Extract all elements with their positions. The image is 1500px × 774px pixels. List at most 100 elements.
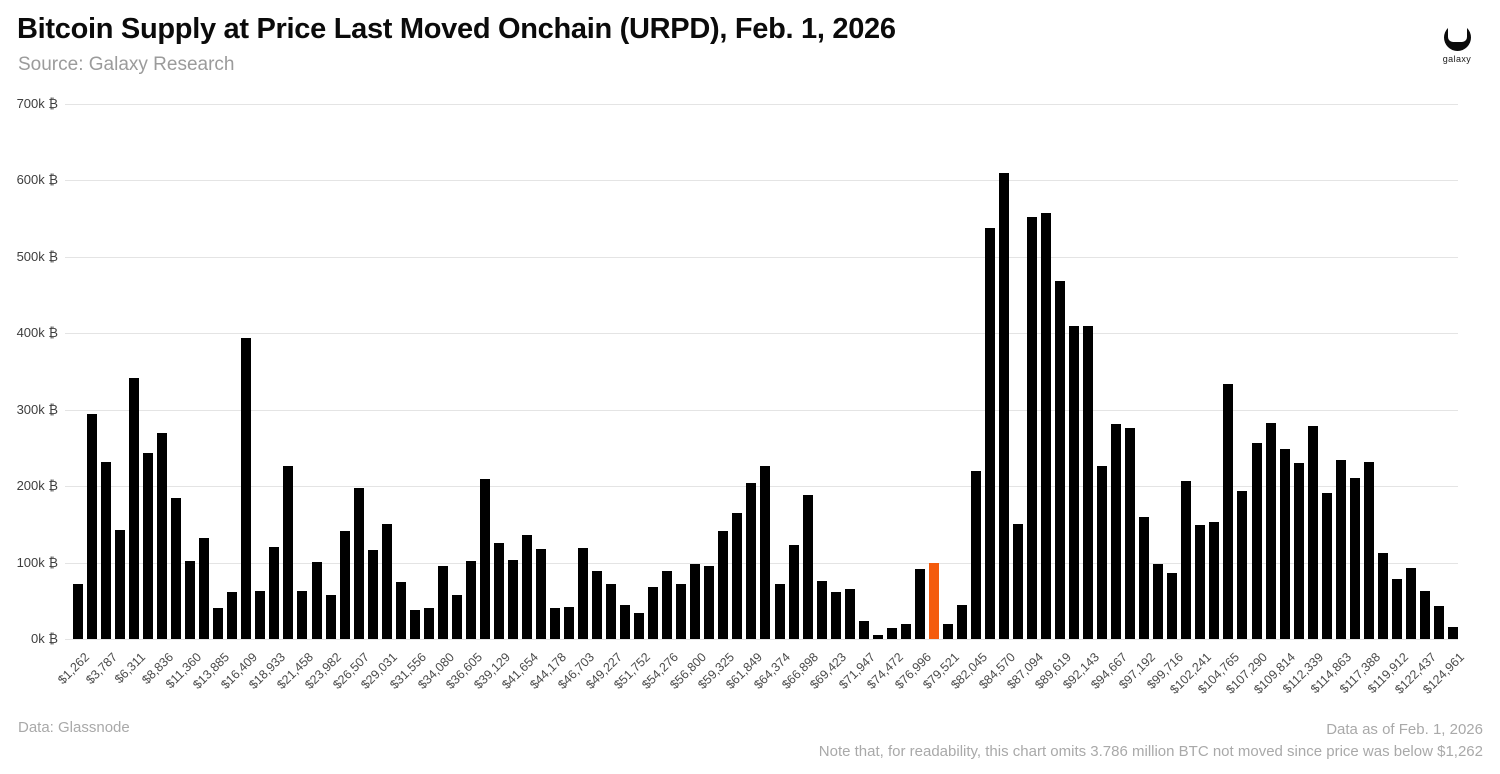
bar — [185, 561, 196, 639]
bar — [129, 378, 140, 639]
y-gridline — [65, 639, 1458, 640]
bar — [1083, 325, 1094, 639]
y-axis-tick-label: 0k ₿ — [31, 631, 58, 646]
bar — [1041, 212, 1052, 639]
bar — [662, 570, 673, 639]
bar — [1349, 477, 1360, 639]
bar — [1195, 525, 1206, 639]
bar — [984, 227, 995, 639]
bar — [592, 570, 603, 639]
bar — [409, 609, 420, 639]
y-gridline — [65, 333, 1458, 335]
bar — [1125, 428, 1136, 639]
bar — [830, 591, 841, 639]
bar — [269, 547, 280, 639]
highlighted-bar — [928, 563, 939, 639]
y-axis-tick-label: 600k ₿ — [16, 172, 58, 188]
bar — [620, 604, 631, 639]
bar — [1223, 383, 1234, 639]
bar — [493, 542, 504, 639]
data-as-of-note: Data as of Feb. 1, 2026 — [1326, 721, 1483, 738]
bar — [760, 466, 771, 639]
bar — [844, 589, 855, 639]
bar — [1237, 490, 1248, 639]
bar — [101, 462, 112, 639]
bar — [816, 580, 827, 639]
bar — [1069, 325, 1080, 639]
bar — [1433, 606, 1444, 639]
bar — [1447, 626, 1458, 639]
bar — [423, 608, 434, 639]
bar — [1377, 553, 1388, 639]
bar — [746, 483, 757, 639]
bar — [535, 548, 546, 639]
bar — [311, 561, 322, 639]
y-gridline — [65, 180, 1458, 182]
bar — [507, 560, 518, 639]
bar — [451, 595, 462, 639]
bar — [718, 531, 729, 639]
readability-note: Note that, for readability, this chart o… — [818, 743, 1483, 760]
bar — [521, 535, 532, 639]
bar — [339, 531, 350, 639]
bar — [956, 605, 967, 639]
galaxy-logo: galaxy — [1434, 23, 1480, 64]
bar — [353, 488, 364, 639]
bar — [1139, 517, 1150, 639]
y-axis-tick-label: 500k ₿ — [16, 248, 58, 264]
bar — [634, 613, 645, 639]
bar — [465, 561, 476, 639]
galaxy-logo-icon — [1443, 23, 1471, 51]
bar — [395, 581, 406, 639]
bar — [914, 568, 925, 639]
bar — [1251, 443, 1262, 639]
bar — [970, 470, 981, 639]
bar — [1293, 463, 1304, 639]
bar — [578, 548, 589, 639]
bar — [367, 549, 378, 639]
data-source-note: Data: Glassnode — [18, 719, 130, 736]
bar — [942, 624, 953, 639]
bar — [1363, 462, 1374, 639]
y-gridline — [65, 104, 1458, 105]
chart-source-subtitle: Source: Galaxy Research — [18, 54, 235, 75]
bar — [802, 495, 813, 639]
bar — [143, 453, 154, 639]
bar — [115, 529, 126, 639]
bar — [1097, 465, 1108, 639]
y-axis-tick-label: 200k ₿ — [16, 478, 58, 494]
y-axis-tick-label: 700k ₿ — [16, 96, 58, 111]
bar — [255, 590, 266, 639]
bar — [788, 544, 799, 639]
bar — [325, 595, 336, 639]
bar — [283, 465, 294, 639]
bar — [171, 497, 182, 639]
bar — [437, 565, 448, 639]
bar — [704, 565, 715, 639]
page-title: Bitcoin Supply at Price Last Moved Oncha… — [17, 13, 896, 45]
bar — [858, 621, 869, 639]
bar — [1391, 578, 1402, 639]
y-axis-tick-label: 100k ₿ — [16, 554, 58, 570]
y-gridline — [65, 409, 1458, 411]
bar — [1335, 460, 1346, 639]
bar — [227, 591, 238, 639]
bar — [1055, 281, 1066, 639]
bar — [550, 608, 561, 639]
bar — [1209, 522, 1220, 639]
bar — [1279, 448, 1290, 639]
bar — [1111, 424, 1122, 639]
bar — [297, 590, 308, 639]
bar — [1167, 572, 1178, 639]
bar — [1153, 564, 1164, 639]
bar — [732, 512, 743, 639]
bar — [648, 587, 659, 639]
bar — [606, 583, 617, 639]
bar — [690, 564, 701, 639]
bar — [774, 583, 785, 639]
bar — [87, 414, 98, 639]
bar — [1321, 493, 1332, 639]
bar — [1013, 523, 1023, 639]
bar — [872, 635, 883, 639]
